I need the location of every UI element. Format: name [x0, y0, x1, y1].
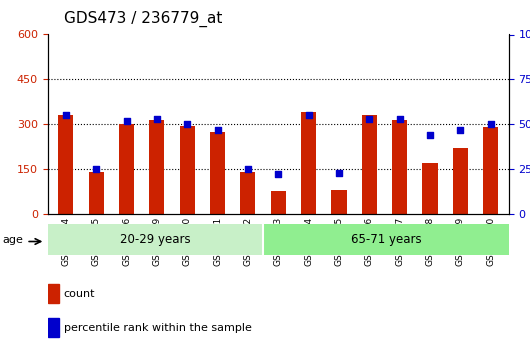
Bar [180, 126, 195, 214]
Point [153, 116, 161, 121]
Bar [119, 124, 134, 214]
Point [92, 166, 101, 172]
Bar [422, 163, 437, 214]
Text: 20-29 years: 20-29 years [120, 233, 191, 246]
Point [304, 112, 313, 118]
Point [456, 127, 464, 132]
Text: age: age [3, 235, 23, 245]
Bar [58, 115, 74, 214]
Bar [331, 190, 347, 214]
Point [274, 172, 282, 177]
Bar [48, 284, 59, 303]
Text: count: count [64, 289, 95, 299]
Point [244, 166, 252, 172]
Bar [392, 120, 407, 214]
Bar [301, 112, 316, 214]
Point [61, 112, 70, 118]
Point [334, 170, 343, 175]
Text: 65-71 years: 65-71 years [350, 233, 421, 246]
Point [122, 118, 131, 124]
Point [487, 121, 495, 127]
FancyBboxPatch shape [48, 224, 263, 255]
Bar [210, 132, 225, 214]
Point [214, 127, 222, 132]
Bar [149, 120, 164, 214]
Bar [453, 148, 468, 214]
Bar [89, 172, 104, 214]
Point [365, 116, 374, 121]
Bar [483, 127, 498, 214]
Bar [271, 191, 286, 214]
Bar [361, 115, 377, 214]
Bar [240, 172, 255, 214]
FancyBboxPatch shape [263, 224, 509, 255]
Point [395, 116, 404, 121]
Point [183, 121, 191, 127]
Text: GDS473 / 236779_at: GDS473 / 236779_at [64, 10, 222, 27]
Bar [48, 318, 59, 337]
Point [426, 132, 434, 138]
Text: percentile rank within the sample: percentile rank within the sample [64, 323, 252, 333]
